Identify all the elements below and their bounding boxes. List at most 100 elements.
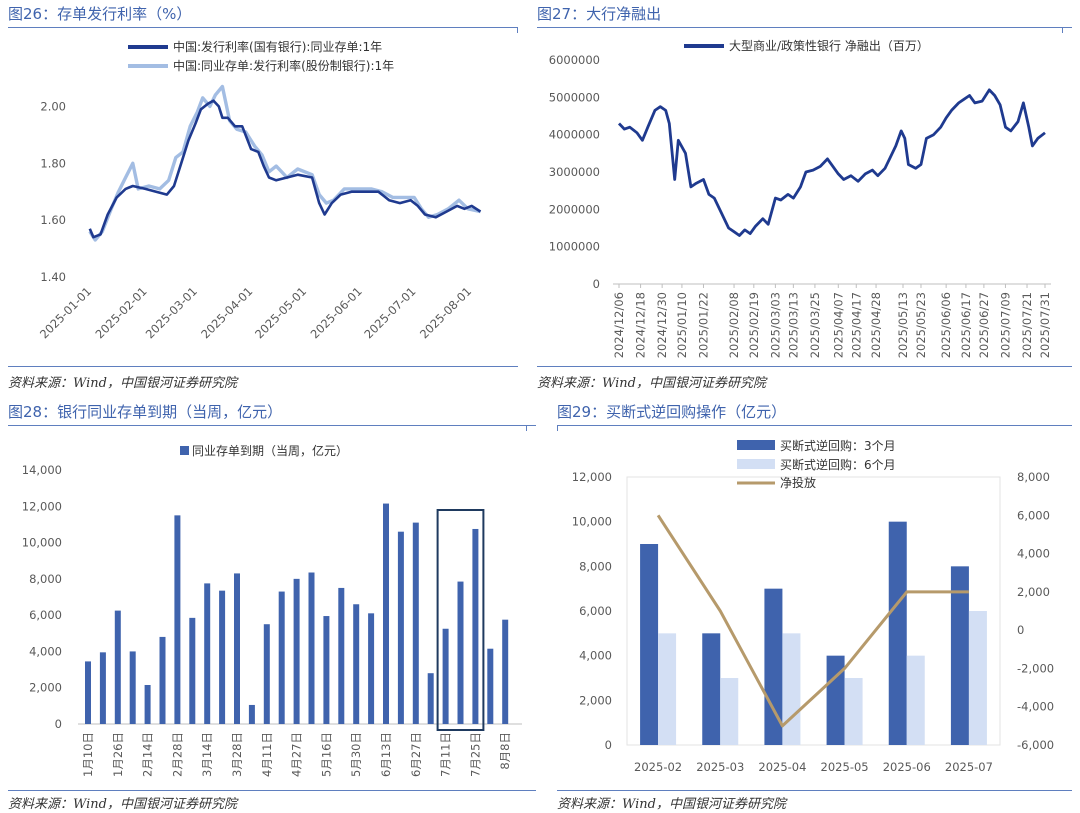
rate-line-chart: 1.401.601.802.002025-01-012025-02-012025… (37, 39, 482, 341)
bar (144, 684, 151, 724)
x-tick-label: 2025/02/08 (727, 292, 741, 358)
y2-tick-label: 2,000 (1017, 585, 1050, 599)
x-tick-label: 2025/05/23 (914, 292, 928, 358)
y-tick-label: 8,000 (579, 559, 612, 573)
highlight-box (436, 509, 485, 731)
net-lending-line-chart: 0 1000000 2000000 3000000 4000000 5000000 6000… (549, 38, 1052, 358)
legend-swatch (737, 459, 775, 469)
chart-title-p29: 图29：买断式逆回购操作（亿元） (557, 403, 787, 421)
x-tick-label: 2月28日 (170, 732, 184, 777)
outright-repo-combo-chart: 0 2,000 4,000 6,000 8,000 10,000 12,000 -6,000 -… (572, 438, 1054, 774)
bar (502, 619, 509, 724)
bar (204, 583, 211, 724)
bar (189, 617, 196, 724)
x-tick-label: 1月10日 (81, 732, 95, 777)
title-underline (557, 425, 1072, 426)
y-tick-label: 2,000 (29, 681, 62, 695)
bar (383, 503, 389, 724)
bar (263, 624, 270, 724)
y-tick-label: 4000000 (549, 128, 600, 142)
x-tick-label: 2025-08-01 (417, 284, 474, 341)
legend-swatch (737, 440, 775, 450)
chart-title-p28: 图28：银行同业存单到期（当周，亿元） (8, 403, 283, 421)
x-tick-label: 2025/03/13 (786, 292, 800, 358)
bar-6m (720, 678, 739, 745)
bar (278, 591, 285, 724)
x-tick-label: 2025-05 (821, 760, 869, 774)
source-note: 资料来源：Wind，中国银河证券研究院 (8, 376, 237, 391)
x-tick-label: 8月8日 (498, 732, 512, 770)
y-tick-label: 2.00 (40, 99, 66, 113)
x-tick-label: 2025/06/17 (959, 292, 973, 358)
x-tick-label: 2024/12/30 (655, 292, 669, 358)
plot-frame (626, 476, 1001, 746)
y-tick-label: 0 (605, 738, 612, 752)
bar-6m (968, 611, 987, 745)
bar-6m (658, 633, 677, 745)
y2-tick-label: 0 (1017, 623, 1024, 637)
x-tick-label: 2025/07/21 (1020, 292, 1034, 358)
y-tick-label: 10,000 (572, 515, 612, 529)
x-tick-label: 2025/06/27 (977, 292, 991, 358)
x-tick-label: 2025/04/07 (831, 292, 845, 358)
y-tick-label: 1.60 (40, 213, 66, 227)
bar-3m (702, 633, 721, 745)
bar-3m (950, 566, 969, 745)
x-tick-label: 2025-03 (696, 760, 744, 774)
y-tick-label: 12,000 (572, 470, 612, 484)
bar (114, 610, 121, 724)
y-tick-label: 0 (593, 277, 600, 291)
bar (99, 652, 106, 724)
y-tick-label: 0 (55, 717, 62, 731)
legend-label: 中国:发行利率(国有银行):同业存单:1年 (173, 39, 382, 54)
y-tick-label: 3000000 (549, 165, 600, 179)
y-tick-label: 4,000 (579, 649, 612, 663)
y-tick-label: 6,000 (579, 604, 612, 618)
x-tick-label: 2024/12/18 (634, 292, 648, 358)
x-tick-label: 4月11日 (260, 732, 274, 777)
series-line (88, 99, 482, 239)
title-underline (8, 425, 536, 426)
x-tick-label: 2025/05/13 (896, 292, 910, 358)
y2-tick-label: -2,000 (1017, 661, 1054, 675)
bar (338, 587, 345, 724)
series-line (617, 88, 1046, 237)
net-injection-line (656, 514, 969, 728)
bar (159, 636, 166, 724)
chart-title-p26: 图26：存单发行利率（%） (8, 5, 192, 23)
legend-label: 中国:同业存单:发行利率(股份制银行):1年 (173, 58, 394, 73)
y-tick-label: 1.80 (40, 156, 66, 170)
y-tick-label: 12,000 (22, 499, 62, 513)
legend-label: 买断式逆回购：3个月 (780, 438, 896, 453)
x-tick-label: 2024/12/06 (612, 292, 626, 358)
title-underline-tick (526, 425, 527, 431)
bar (442, 628, 449, 724)
source-note: 资料来源：Wind，中国银河证券研究院 (557, 797, 786, 812)
y2-tick-label: 4,000 (1017, 547, 1050, 561)
x-tick-label: 2025-07-01 (361, 284, 418, 341)
y-tick-label: 1.40 (40, 270, 66, 284)
bar-3m (826, 655, 845, 745)
y-tick-label: 2000000 (549, 202, 600, 216)
y-tick-label: 6000000 (549, 53, 600, 67)
bar (129, 651, 136, 724)
x-tick-label: 2025-07 (945, 760, 993, 774)
bar (397, 531, 404, 724)
bar (487, 648, 494, 724)
x-tick-label: 7月11日 (439, 732, 453, 777)
x-tick-label: 2025-06 (883, 760, 931, 774)
bar (85, 661, 91, 724)
y-tick-label: 4,000 (29, 644, 62, 658)
title-underline-tick (517, 27, 518, 33)
x-tick-label: 2025/03/25 (808, 292, 822, 358)
y2-tick-label: 6,000 (1017, 508, 1050, 522)
x-tick-label: 2月14日 (141, 732, 155, 777)
series-line (88, 84, 481, 242)
y2-tick-label: -4,000 (1017, 700, 1054, 714)
x-tick-label: 2025-04 (758, 760, 806, 774)
bar (472, 528, 479, 724)
y-tick-label: 10,000 (22, 536, 62, 550)
source-divider (537, 366, 1072, 367)
bar-3m (764, 588, 783, 745)
x-tick-label: 2025-02 (634, 760, 682, 774)
